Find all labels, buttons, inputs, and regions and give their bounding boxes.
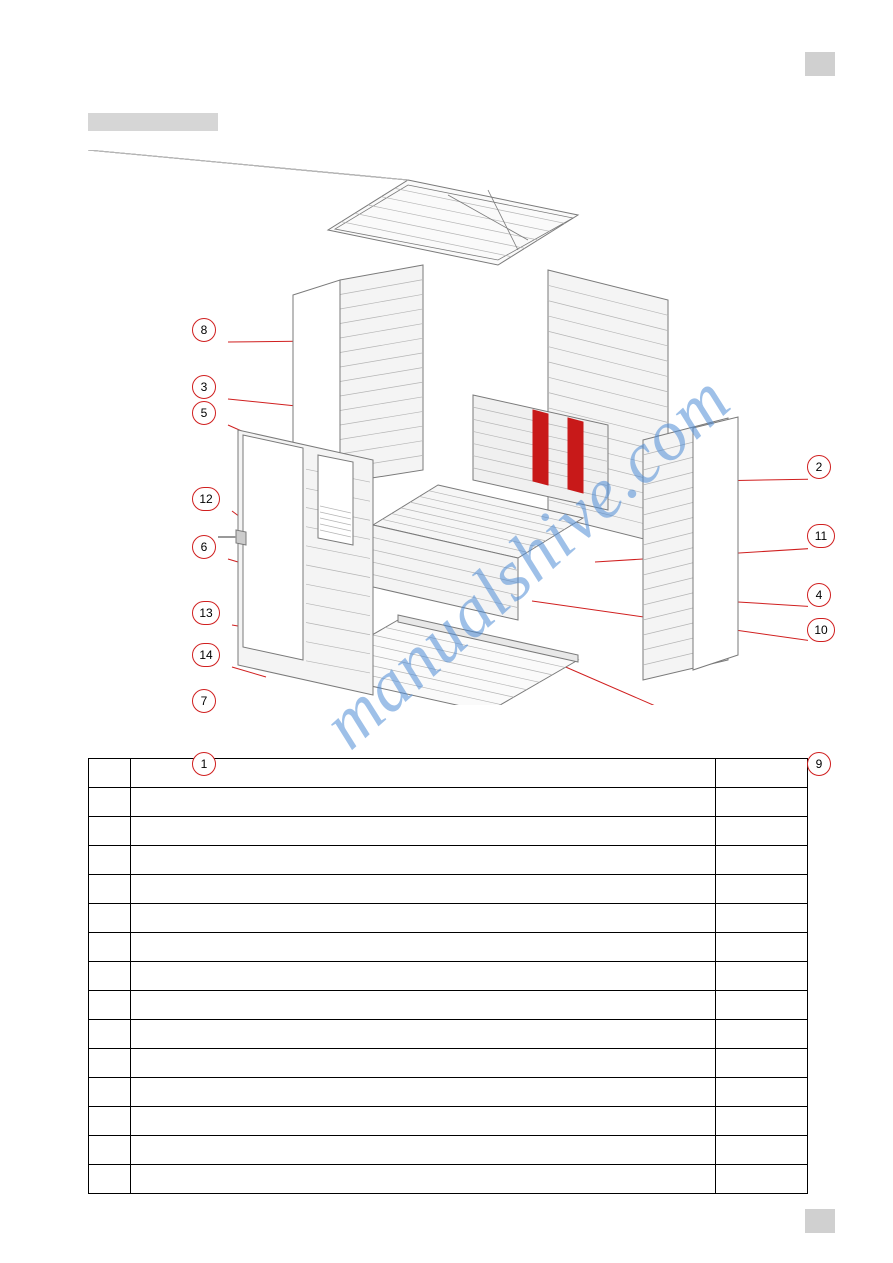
callout-6: 6 [192, 535, 216, 559]
callout-12: 12 [192, 487, 220, 511]
callout-9: 9 [807, 752, 831, 776]
callout-8: 8 [192, 318, 216, 342]
diagram-panels [88, 150, 738, 705]
table-row [89, 1107, 808, 1136]
callout-7: 7 [192, 689, 216, 713]
callout-14: 14 [192, 643, 220, 667]
page-number-bottom [805, 1209, 835, 1233]
section-title-bar [88, 113, 218, 131]
callout-10: 10 [807, 618, 835, 642]
table-row [89, 933, 808, 962]
table-row [89, 846, 808, 875]
callout-5: 5 [192, 401, 216, 425]
table-row [89, 1078, 808, 1107]
callout-1: 1 [192, 752, 216, 776]
callout-2: 2 [807, 455, 831, 479]
table-row [89, 904, 808, 933]
callout-4: 4 [807, 583, 831, 607]
parts-table-body [89, 759, 808, 1194]
table-row [89, 962, 808, 991]
callout-11: 11 [807, 524, 835, 548]
page-number-top [805, 52, 835, 76]
callout-3: 3 [192, 375, 216, 399]
table-row [89, 1049, 808, 1078]
callout-13: 13 [192, 601, 220, 625]
parts-table [88, 758, 808, 1194]
table-row [89, 1136, 808, 1165]
table-row [89, 991, 808, 1020]
table-row [89, 1020, 808, 1049]
table-row [89, 817, 808, 846]
table-row [89, 788, 808, 817]
exploded-diagram: manualshive.com 8352121164131014719 [88, 150, 808, 705]
table-row [89, 1165, 808, 1194]
table-row [89, 875, 808, 904]
